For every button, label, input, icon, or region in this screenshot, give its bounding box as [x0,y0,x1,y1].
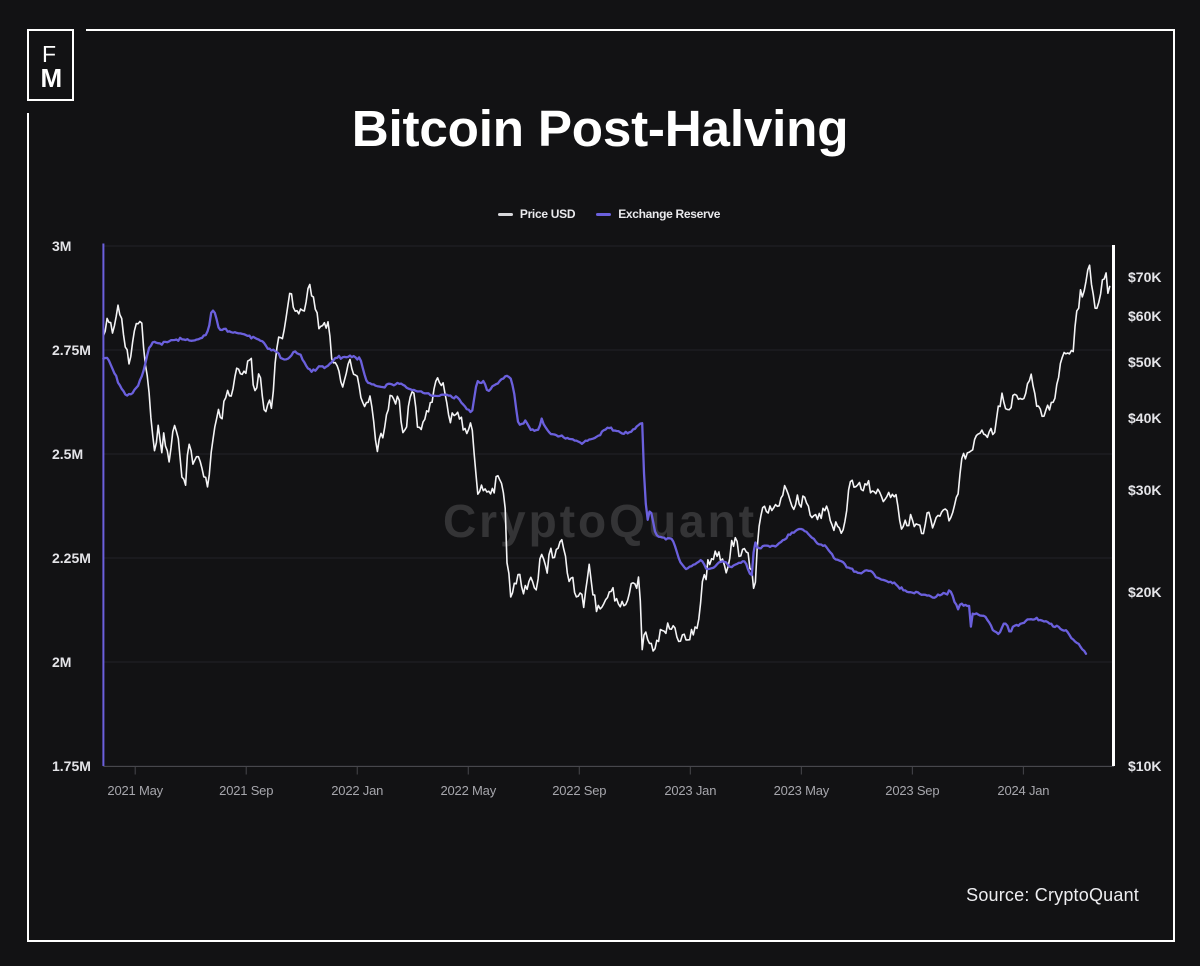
x-axis-tick-label: 2024 Jan [997,783,1050,798]
frame-top-line [86,29,1175,31]
watermark: CryptoQuant [442,495,758,547]
frame-right-line [1173,29,1175,942]
chart-legend: Price USD Exchange Reserve [9,207,1200,221]
source-note: Source: CryptoQuant [966,885,1139,905]
legend-marker-icon [497,212,513,216]
x-axis-tick-label: 2022 Sep [552,783,607,798]
legend-label: Exchange Reserve [618,207,721,221]
brand-logo: F M [27,29,74,101]
legend-item-exchange-reserve[interactable]: Exchange Reserve [596,207,720,221]
x-axis-tick-label: 2022 Jan [331,783,384,798]
right-axis-tick-label: $60K [1128,307,1162,324]
legend-item-price-usd[interactable]: Price USD [497,207,576,221]
left-axis-tick-label: 2.25M [52,549,91,566]
page-title: Bitcoin Post-Halving [351,100,849,157]
x-axis-tick-label: 2023 Sep [885,783,940,798]
left-axis-tick-label: 2.5M [52,445,84,462]
right-axis-tick-label: $40K [1128,409,1162,426]
frame-bottom-line [27,940,1175,942]
left-axis-tick-label: 2.75M [52,341,91,358]
right-axis-tick-label: $10K [1128,757,1162,774]
x-axis-tick-label: 2021 May [107,783,163,798]
frame-left-line [27,113,29,940]
left-axis-tick-label: 1.75M [52,757,91,774]
x-axis-tick-label: 2021 Sep [219,783,274,798]
left-axis-tick-label: 3M [52,237,72,254]
left-axis-tick-label: 2M [52,653,72,670]
x-axis-tick-label: 2023 Jan [664,783,717,798]
right-axis-tick-label: $50K [1128,353,1162,370]
x-axis-tick-label: 2022 May [440,783,497,798]
logo-letter-m: M [40,62,63,93]
right-axis-tick-label: $30K [1128,481,1162,498]
right-axis-tick-label: $20K [1128,583,1162,600]
x-axis-tick-label: 2023 May [773,783,830,798]
logo-letter-f: F [42,40,57,67]
right-axis-tick-label: $70K [1128,269,1162,286]
legend-label: Price USD [519,207,576,221]
legend-marker-icon [596,212,612,216]
